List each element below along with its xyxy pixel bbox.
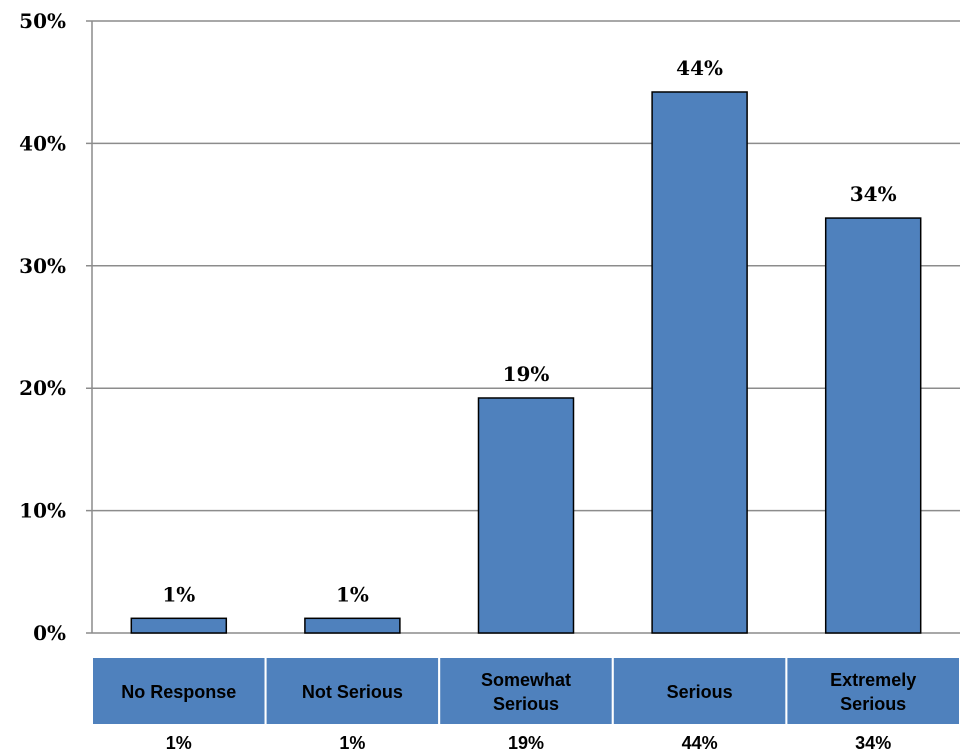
category-label: Serious [667, 682, 733, 702]
data-label: 44% [676, 56, 723, 80]
category-label: Extremely [830, 670, 916, 690]
category-label: Somewhat [481, 670, 571, 690]
data-label: 1% [336, 582, 369, 606]
table-cell [264, 656, 441, 726]
category-label: Not Serious [302, 682, 403, 702]
table-value: 44% [682, 733, 718, 753]
y-tick-label: 50% [19, 9, 66, 33]
bar [824, 217, 922, 634]
table-cell [438, 656, 614, 726]
y-axis-tick-labels: 0% 10% 20% 30% 40% 50% [19, 9, 66, 645]
category-label: Serious [840, 694, 906, 714]
bar [304, 617, 401, 634]
category-label: Serious [493, 694, 559, 714]
data-label: 34% [850, 182, 897, 206]
table-cell [91, 656, 267, 726]
table-cell [611, 656, 788, 726]
bars [130, 91, 922, 634]
table-value: 1% [339, 733, 365, 753]
data-labels: 1% 1% 19% 44% 34% [162, 56, 896, 606]
table-value: 19% [508, 733, 544, 753]
category-label: No Response [121, 682, 236, 702]
bar [651, 91, 748, 634]
table-value: 34% [855, 733, 891, 753]
category-table: No Response 1% Not Serious 1% Somewhat Seriou… [91, 656, 961, 753]
y-tick-label: 0% [33, 621, 66, 645]
y-tick-label: 40% [19, 131, 66, 155]
bar [130, 617, 228, 634]
y-tick-label: 30% [19, 254, 66, 278]
data-label: 1% [162, 582, 195, 606]
gridlines [86, 20, 960, 634]
bar [477, 397, 575, 634]
data-label: 19% [503, 362, 550, 386]
y-tick-label: 10% [19, 499, 66, 523]
y-tick-label: 20% [19, 376, 66, 400]
table-value: 1% [166, 733, 192, 753]
table-cell [785, 656, 961, 726]
